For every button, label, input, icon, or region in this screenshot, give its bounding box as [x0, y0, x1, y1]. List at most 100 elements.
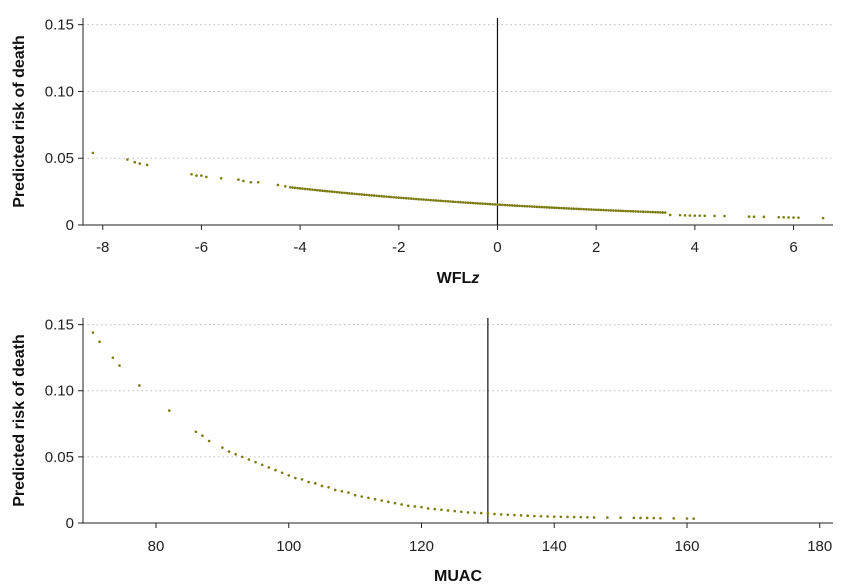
- data-point: [404, 196, 408, 200]
- data-point: [466, 201, 470, 204]
- data-point: [316, 188, 319, 192]
- data-point: [526, 514, 529, 518]
- x-tick-label: 6: [789, 239, 797, 256]
- data-point: [641, 210, 645, 214]
- data-point: [672, 517, 676, 520]
- data-point: [321, 189, 324, 192]
- data-point: [486, 202, 489, 206]
- data-point: [602, 208, 605, 212]
- data-point: [308, 188, 312, 191]
- data-point: [412, 197, 415, 201]
- data-point: [414, 197, 418, 201]
- data-point: [557, 206, 561, 210]
- data-point: [345, 191, 349, 195]
- data-point: [607, 208, 610, 212]
- data-point: [340, 489, 344, 493]
- data-point: [626, 209, 630, 213]
- data-point: [644, 210, 647, 214]
- x-tick-label: 80: [148, 538, 165, 555]
- data-point: [280, 471, 284, 475]
- data-point: [622, 209, 625, 213]
- data-point: [274, 468, 277, 472]
- data-point: [221, 446, 224, 449]
- data-point: [301, 187, 304, 190]
- y-tick-label: 0.15: [45, 17, 74, 34]
- data-point: [340, 191, 344, 194]
- data-point: [688, 214, 692, 217]
- data-point: [392, 195, 396, 199]
- data-point: [267, 466, 271, 469]
- data-point: [513, 513, 516, 517]
- data-point: [479, 511, 483, 515]
- data-point: [449, 200, 452, 203]
- data-point: [382, 195, 386, 198]
- data-point: [572, 207, 576, 211]
- data-point: [303, 187, 307, 191]
- data-point: [570, 207, 573, 210]
- data-point: [552, 515, 556, 518]
- data-point: [464, 201, 467, 204]
- data-point: [493, 203, 497, 206]
- data-point: [287, 474, 291, 477]
- data-point: [488, 202, 492, 206]
- data-point: [318, 189, 322, 192]
- data-point: [444, 199, 447, 203]
- data-point: [387, 500, 390, 504]
- data-point: [797, 216, 800, 219]
- data-point: [111, 356, 115, 359]
- data-point: [432, 199, 435, 202]
- data-point: [441, 199, 445, 203]
- data-point: [683, 214, 687, 217]
- data-point: [559, 515, 563, 519]
- x-tick-label: -4: [293, 239, 306, 256]
- data-point: [619, 209, 623, 213]
- data-point: [496, 203, 499, 206]
- data-point: [323, 189, 327, 193]
- data-point: [503, 203, 507, 207]
- data-point: [372, 194, 376, 197]
- data-point: [659, 516, 662, 520]
- data-point: [550, 206, 554, 209]
- data-point: [584, 207, 588, 211]
- x-tick-label: 100: [276, 538, 301, 555]
- y-tick-label: 0.05: [45, 150, 74, 167]
- data-point: [481, 202, 484, 205]
- data-point: [413, 505, 417, 508]
- data-point: [597, 208, 600, 212]
- data-point: [456, 200, 460, 204]
- data-point: [393, 501, 397, 505]
- data-point: [652, 516, 656, 520]
- data-point: [634, 210, 637, 213]
- data-point: [723, 214, 726, 218]
- x-tick-label: 4: [691, 239, 699, 256]
- data-point: [624, 209, 628, 213]
- data-point: [594, 208, 598, 212]
- data-point: [567, 207, 571, 210]
- data-point: [419, 198, 423, 201]
- x-tick-label: -6: [195, 239, 208, 256]
- data-point: [328, 190, 332, 193]
- data-point: [446, 200, 450, 203]
- x-tick-label: -2: [392, 239, 405, 256]
- data-point: [133, 160, 137, 164]
- data-point: [533, 514, 536, 518]
- data-point: [409, 197, 413, 200]
- data-point: [367, 496, 370, 500]
- data-point: [466, 511, 470, 514]
- data-point: [565, 207, 568, 210]
- data-point: [649, 210, 652, 214]
- data-point: [685, 517, 689, 520]
- data-point: [395, 196, 398, 199]
- y-tick-label: 0.15: [45, 317, 74, 334]
- data-point: [190, 172, 193, 176]
- data-point: [515, 204, 519, 208]
- data-point: [747, 215, 751, 218]
- data-point: [454, 200, 457, 204]
- data-point: [539, 514, 543, 518]
- x-axis-title: WFLz: [437, 270, 480, 287]
- data-point: [821, 216, 825, 220]
- data-point: [195, 174, 198, 177]
- data-point: [407, 197, 410, 200]
- data-point: [343, 191, 346, 195]
- data-point: [535, 205, 539, 209]
